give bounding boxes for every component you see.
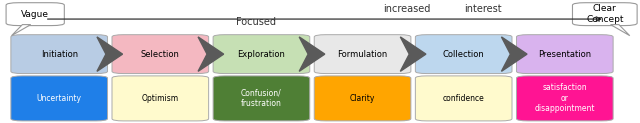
FancyBboxPatch shape bbox=[415, 35, 512, 74]
Text: Collection: Collection bbox=[443, 50, 484, 59]
FancyBboxPatch shape bbox=[573, 3, 637, 26]
FancyBboxPatch shape bbox=[11, 35, 108, 74]
Text: Selection: Selection bbox=[141, 50, 180, 59]
Text: Optimism: Optimism bbox=[141, 94, 179, 103]
Polygon shape bbox=[12, 25, 31, 36]
Text: increased: increased bbox=[383, 4, 430, 14]
FancyBboxPatch shape bbox=[314, 35, 411, 74]
Text: Initiation: Initiation bbox=[40, 50, 78, 59]
Text: Exploration: Exploration bbox=[237, 50, 285, 59]
FancyBboxPatch shape bbox=[516, 76, 613, 121]
Text: Formulation: Formulation bbox=[337, 50, 388, 59]
Text: Confusion/
frustration: Confusion/ frustration bbox=[241, 89, 282, 108]
Text: confidence: confidence bbox=[443, 94, 484, 103]
Text: Vague: Vague bbox=[21, 10, 49, 19]
FancyBboxPatch shape bbox=[415, 76, 512, 121]
FancyBboxPatch shape bbox=[314, 76, 411, 121]
Polygon shape bbox=[502, 37, 527, 71]
Text: Clarity: Clarity bbox=[350, 94, 375, 103]
Text: Focused: Focused bbox=[236, 17, 276, 27]
Polygon shape bbox=[97, 37, 123, 71]
Text: interest: interest bbox=[465, 4, 502, 14]
Polygon shape bbox=[198, 37, 224, 71]
FancyBboxPatch shape bbox=[112, 35, 209, 74]
Text: Clear
Concept: Clear Concept bbox=[586, 4, 623, 24]
Polygon shape bbox=[611, 25, 630, 36]
FancyBboxPatch shape bbox=[6, 3, 65, 26]
Polygon shape bbox=[300, 37, 325, 71]
FancyBboxPatch shape bbox=[11, 76, 108, 121]
Text: satisfaction
or
disappointment: satisfaction or disappointment bbox=[534, 84, 595, 113]
FancyBboxPatch shape bbox=[516, 35, 613, 74]
Text: Uncertainty: Uncertainty bbox=[36, 94, 82, 103]
FancyBboxPatch shape bbox=[213, 35, 310, 74]
FancyBboxPatch shape bbox=[112, 76, 209, 121]
Polygon shape bbox=[401, 37, 426, 71]
FancyBboxPatch shape bbox=[213, 76, 310, 121]
Text: Presentation: Presentation bbox=[538, 50, 591, 59]
